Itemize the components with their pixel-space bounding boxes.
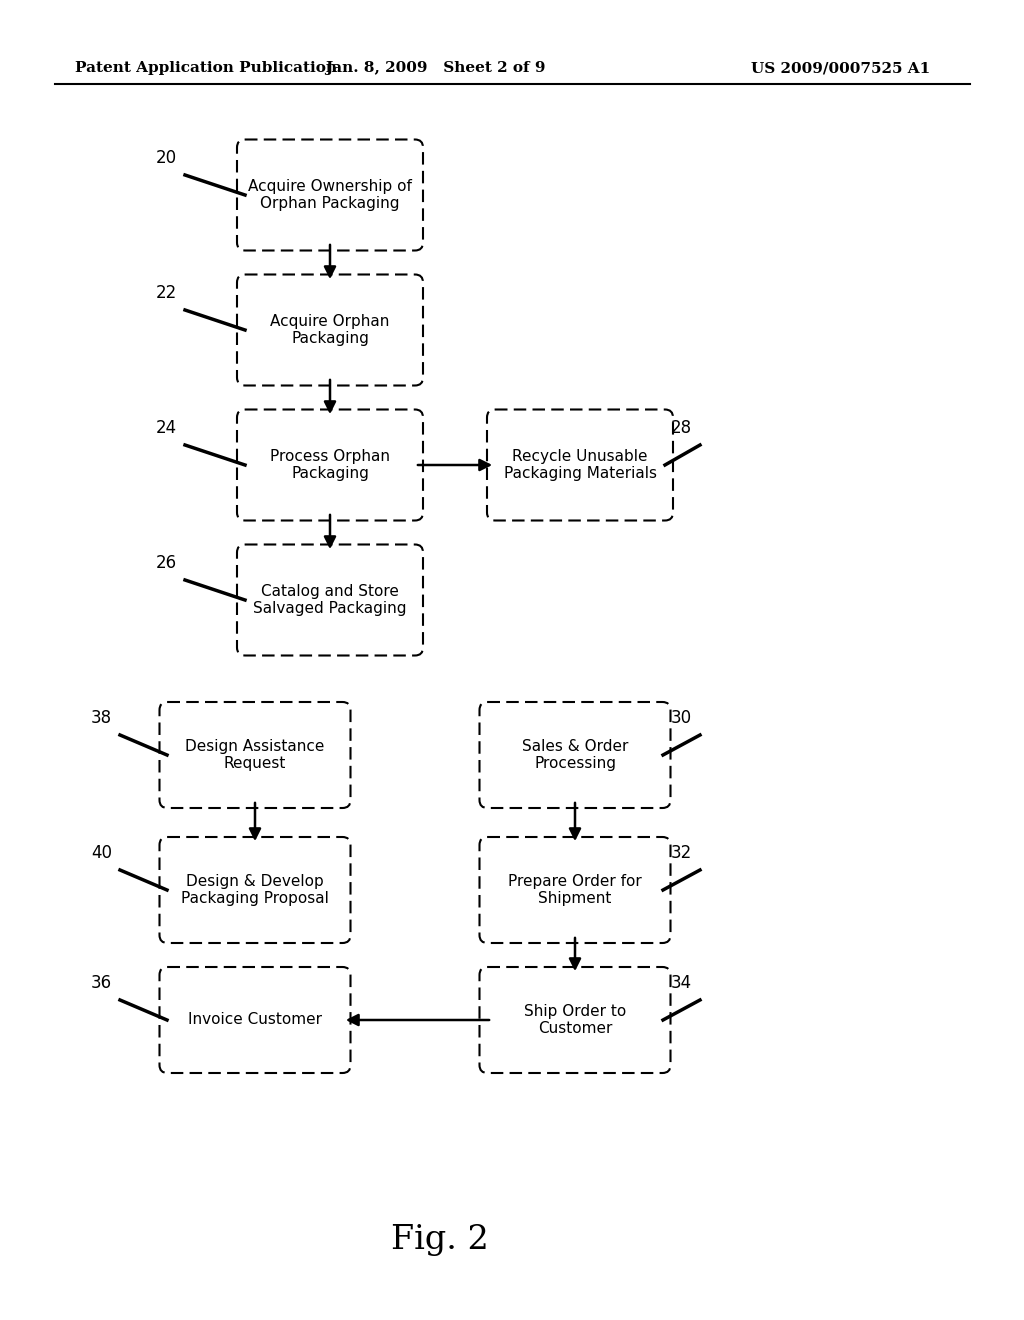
- FancyBboxPatch shape: [237, 544, 423, 656]
- Text: Prepare Order for
Shipment: Prepare Order for Shipment: [508, 874, 642, 907]
- Text: 34: 34: [671, 974, 692, 993]
- Text: Patent Application Publication: Patent Application Publication: [75, 61, 337, 75]
- FancyBboxPatch shape: [160, 702, 350, 808]
- FancyBboxPatch shape: [479, 702, 671, 808]
- Text: 30: 30: [671, 709, 692, 727]
- Text: 38: 38: [91, 709, 112, 727]
- Text: Jan. 8, 2009   Sheet 2 of 9: Jan. 8, 2009 Sheet 2 of 9: [325, 61, 545, 75]
- FancyBboxPatch shape: [160, 968, 350, 1073]
- Text: 24: 24: [156, 418, 177, 437]
- Text: 32: 32: [671, 843, 692, 862]
- Text: Sales & Order
Processing: Sales & Order Processing: [522, 739, 628, 771]
- Text: 26: 26: [156, 554, 177, 572]
- Text: 28: 28: [671, 418, 692, 437]
- FancyBboxPatch shape: [487, 409, 673, 520]
- Text: Design & Develop
Packaging Proposal: Design & Develop Packaging Proposal: [181, 874, 329, 907]
- Text: 40: 40: [91, 843, 112, 862]
- Text: Design Assistance
Request: Design Assistance Request: [185, 739, 325, 771]
- Text: 20: 20: [156, 149, 177, 168]
- Text: Acquire Ownership of
Orphan Packaging: Acquire Ownership of Orphan Packaging: [248, 178, 412, 211]
- Text: Acquire Orphan
Packaging: Acquire Orphan Packaging: [270, 314, 390, 346]
- FancyBboxPatch shape: [479, 968, 671, 1073]
- Text: 36: 36: [91, 974, 112, 993]
- FancyBboxPatch shape: [160, 837, 350, 942]
- Text: Invoice Customer: Invoice Customer: [188, 1012, 322, 1027]
- Text: US 2009/0007525 A1: US 2009/0007525 A1: [751, 61, 930, 75]
- Text: Fig. 2: Fig. 2: [391, 1224, 489, 1257]
- Text: Catalog and Store
Salvaged Packaging: Catalog and Store Salvaged Packaging: [253, 583, 407, 616]
- FancyBboxPatch shape: [237, 140, 423, 251]
- FancyBboxPatch shape: [479, 837, 671, 942]
- FancyBboxPatch shape: [237, 275, 423, 385]
- Text: Recycle Unusable
Packaging Materials: Recycle Unusable Packaging Materials: [504, 449, 656, 482]
- Text: Process Orphan
Packaging: Process Orphan Packaging: [270, 449, 390, 482]
- Text: Ship Order to
Customer: Ship Order to Customer: [524, 1003, 626, 1036]
- FancyBboxPatch shape: [237, 409, 423, 520]
- Text: 22: 22: [156, 284, 177, 302]
